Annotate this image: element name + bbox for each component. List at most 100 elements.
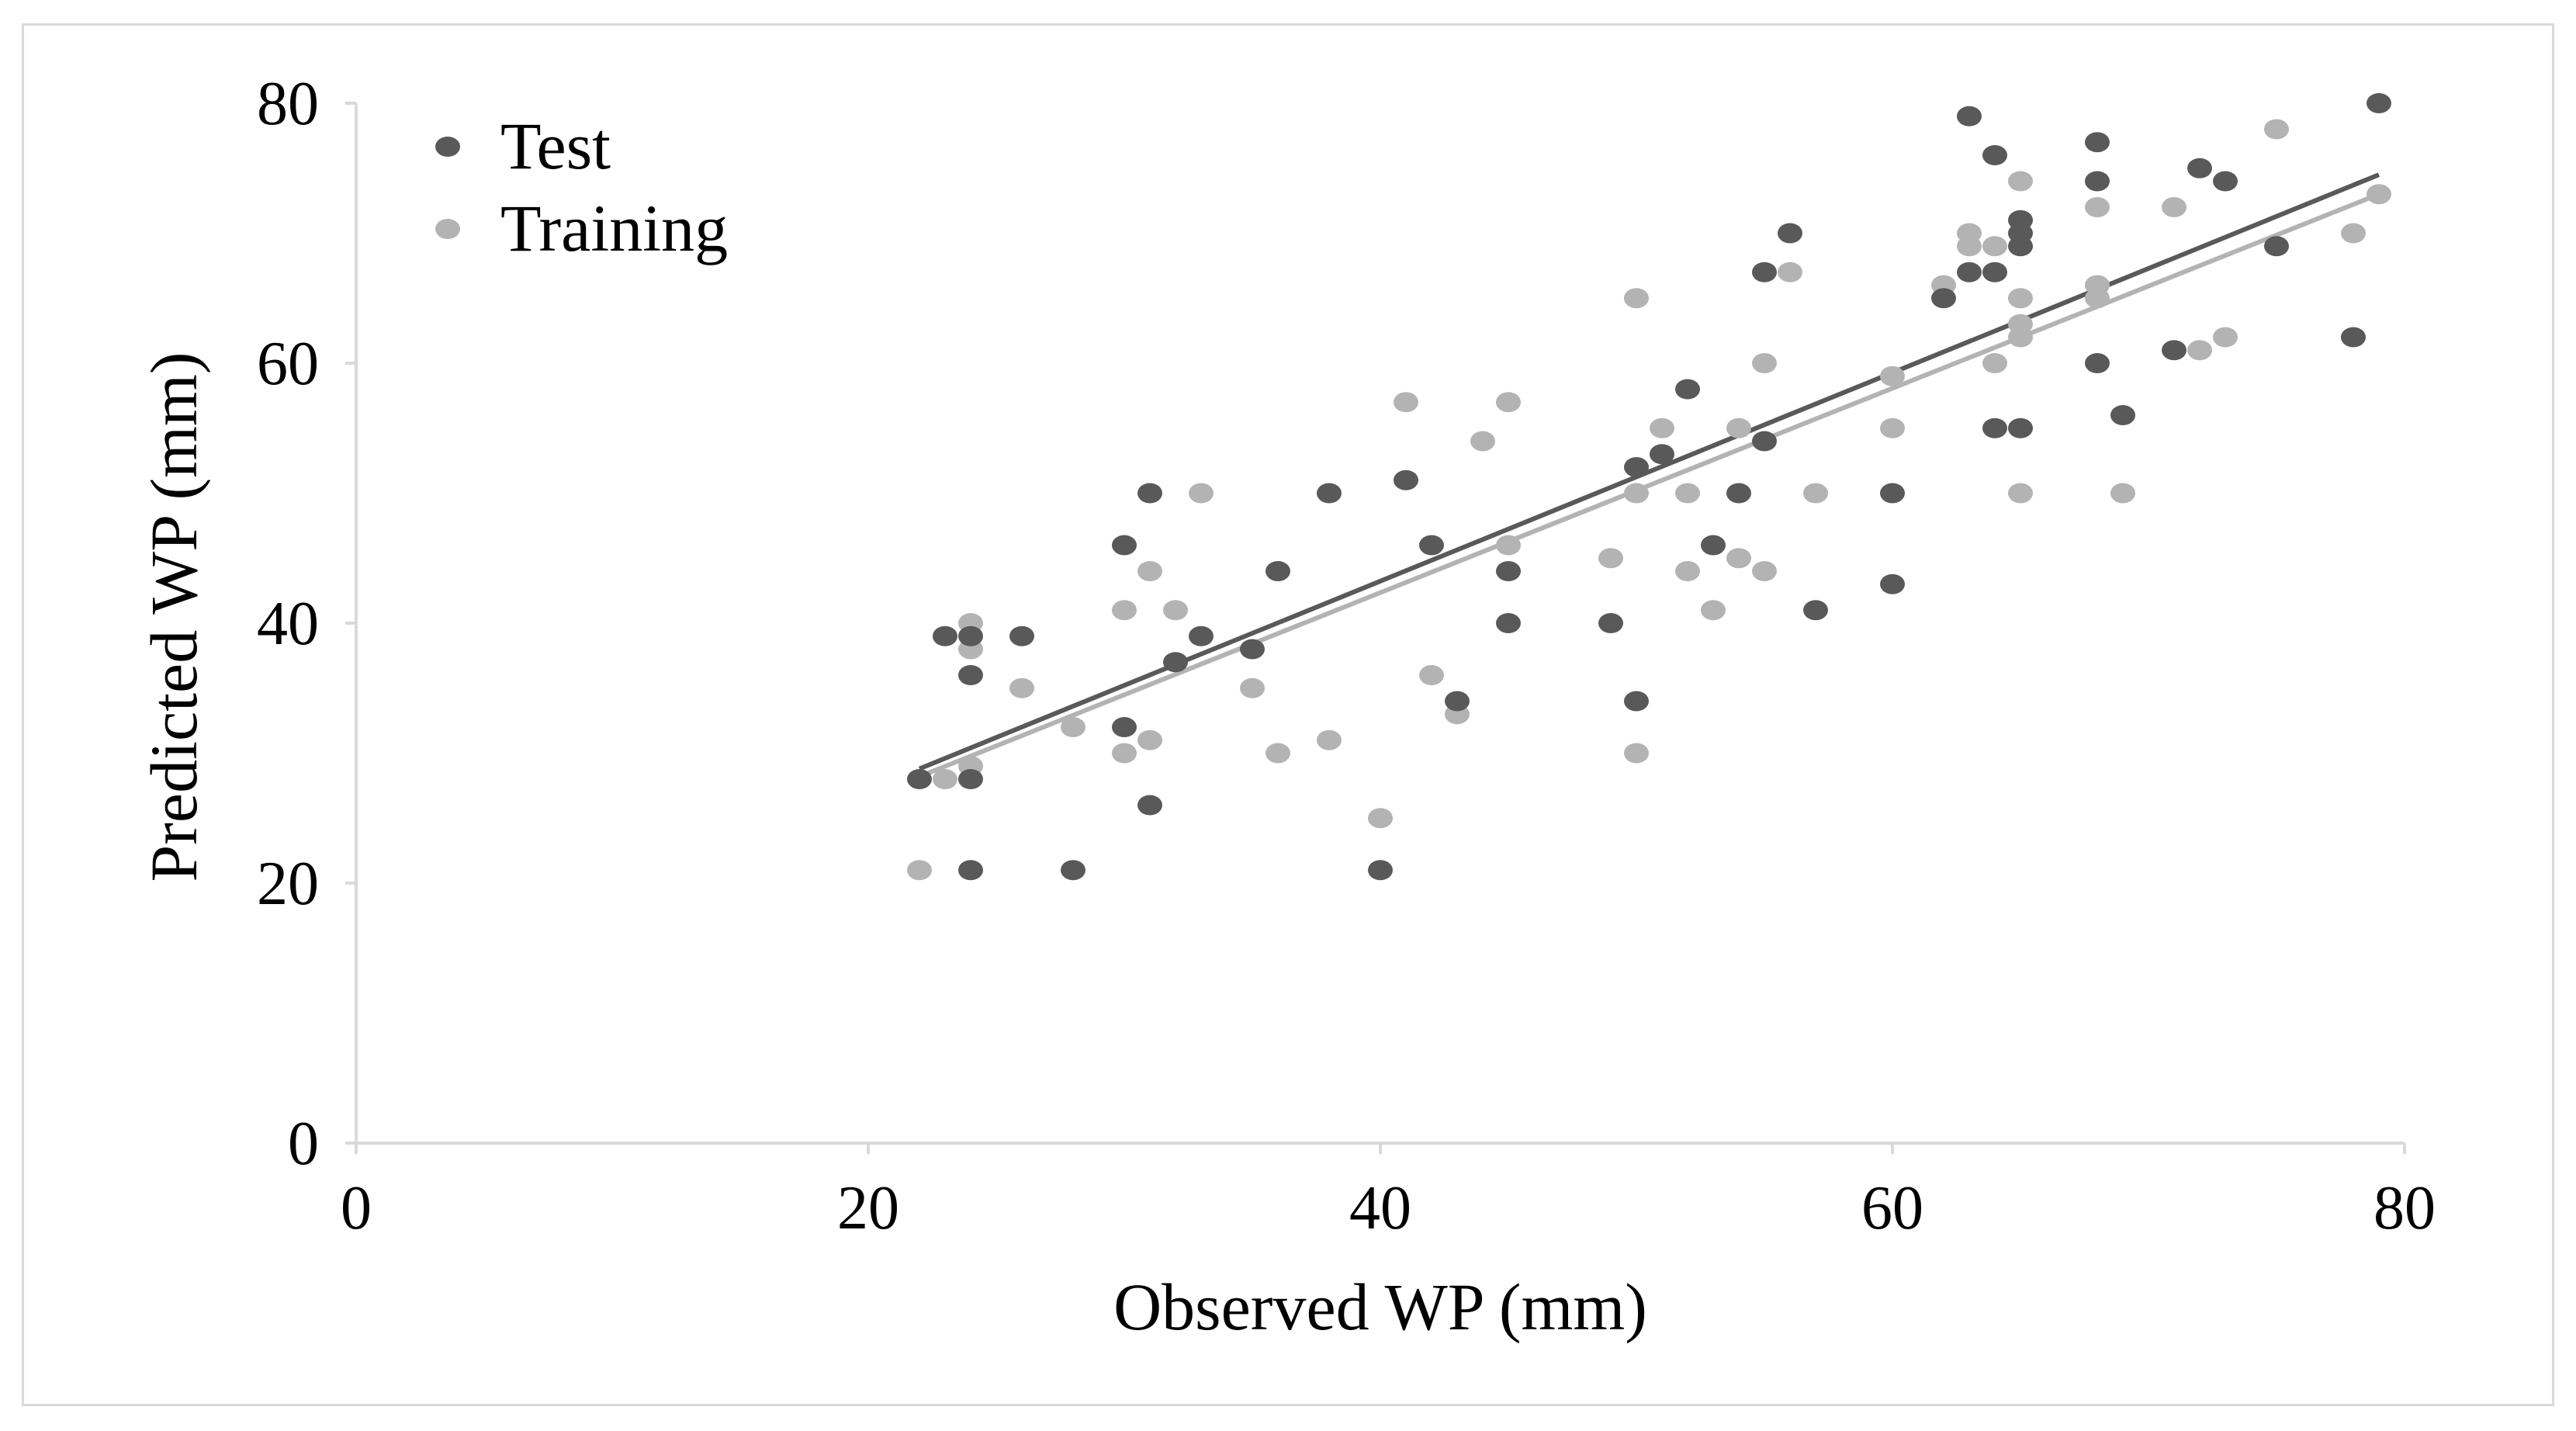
y-axis-label: Predicted WP (mm) [137, 352, 211, 882]
point-test [2341, 327, 2366, 348]
point-training [1675, 483, 1700, 504]
point-training [1675, 561, 1700, 581]
point-training [1240, 677, 1265, 698]
point-test [1726, 483, 1751, 504]
point-test [2008, 236, 2033, 257]
point-test [1957, 106, 1982, 126]
point-test [1931, 288, 1956, 309]
point-training [1624, 483, 1649, 504]
point-training [1701, 600, 1726, 621]
legend-label-test: Test [500, 109, 611, 183]
y-tick-label: 80 [257, 70, 319, 138]
legend: Test Training [435, 109, 728, 265]
point-training [1496, 392, 1521, 413]
x-axis-label: Observed WP (mm) [1113, 1270, 1647, 1344]
point-test [1880, 483, 1905, 504]
point-test [1240, 639, 1265, 660]
point-test [2367, 93, 2391, 113]
data-points [907, 93, 2391, 881]
point-training [1189, 483, 1214, 504]
point-training [907, 860, 932, 881]
y-tick-label: 60 [257, 330, 319, 398]
point-test [2085, 132, 2110, 153]
trendline-training [918, 192, 2380, 779]
point-training [1752, 561, 1777, 581]
point-test [1624, 691, 1649, 712]
point-training [1470, 431, 1495, 452]
legend-label-training: Training [500, 191, 728, 265]
point-training [2085, 288, 2110, 309]
point-test [1957, 262, 1982, 282]
point-training [1650, 418, 1674, 438]
point-training [1957, 236, 1982, 257]
point-training [2187, 340, 2212, 361]
point-training [2110, 483, 2135, 504]
point-test [958, 860, 983, 881]
point-test [1189, 625, 1214, 646]
point-training [1317, 729, 1342, 750]
point-test [1982, 418, 2007, 438]
point-training [2213, 327, 2238, 348]
point-training [1137, 729, 1162, 750]
point-test [1803, 600, 1828, 621]
point-training [2264, 119, 2289, 140]
point-training [2162, 197, 2186, 217]
point-training [1752, 353, 1777, 373]
point-test [2213, 171, 2238, 192]
point-training [2085, 197, 2110, 217]
point-test [2085, 171, 2110, 192]
point-training [2008, 171, 2033, 192]
point-test [1675, 379, 1700, 400]
x-tick-label: 40 [1349, 1174, 1411, 1242]
point-test [1112, 535, 1137, 556]
chart-frame: 0 20 40 60 80 0 20 40 60 80 Test Training Observed… [22, 23, 2554, 1406]
point-training [1137, 561, 1162, 581]
point-test [1137, 483, 1162, 504]
point-test [2162, 340, 2186, 361]
point-test [1752, 431, 1777, 452]
point-test [1419, 535, 1444, 556]
point-test [1650, 444, 1674, 465]
x-tick-label: 80 [2373, 1174, 2436, 1242]
point-training [1394, 392, 1418, 413]
point-test [1061, 860, 1085, 881]
point-test [1265, 561, 1290, 581]
point-test [1598, 613, 1623, 633]
point-training [1803, 483, 1828, 504]
y-tick-label: 40 [257, 590, 319, 658]
point-test [933, 625, 957, 646]
point-test [1137, 795, 1162, 816]
point-training [1598, 548, 1623, 569]
point-training [1982, 236, 2007, 257]
point-training [1982, 353, 2007, 373]
point-test [2264, 236, 2289, 257]
trendline-test [918, 172, 2380, 771]
point-training [1419, 665, 1444, 685]
point-training [1778, 262, 1802, 282]
point-test [1701, 535, 1726, 556]
point-training [1112, 600, 1137, 621]
point-training [1496, 535, 1521, 556]
point-training [1880, 366, 1905, 386]
legend-marker-test [435, 137, 460, 157]
trendlines [918, 172, 2380, 779]
point-training [1061, 717, 1085, 737]
point-training [2008, 483, 2033, 504]
point-training [2341, 223, 2366, 244]
x-tick-label: 0 [341, 1174, 372, 1242]
point-training [2008, 288, 2033, 309]
point-training [1163, 600, 1188, 621]
point-training [1009, 677, 1034, 698]
point-test [1752, 262, 1777, 282]
point-test [2085, 353, 2110, 373]
point-training [1880, 418, 1905, 438]
point-test [1624, 457, 1649, 477]
point-test [1394, 469, 1418, 490]
point-test [958, 665, 983, 685]
legend-marker-training [435, 219, 460, 239]
point-training [2367, 184, 2391, 205]
point-training [1112, 743, 1137, 764]
point-test [2110, 405, 2135, 425]
scatter-chart: 0 20 40 60 80 0 20 40 60 80 Test Training Observed… [137, 70, 2436, 1344]
point-test [2008, 418, 2033, 438]
